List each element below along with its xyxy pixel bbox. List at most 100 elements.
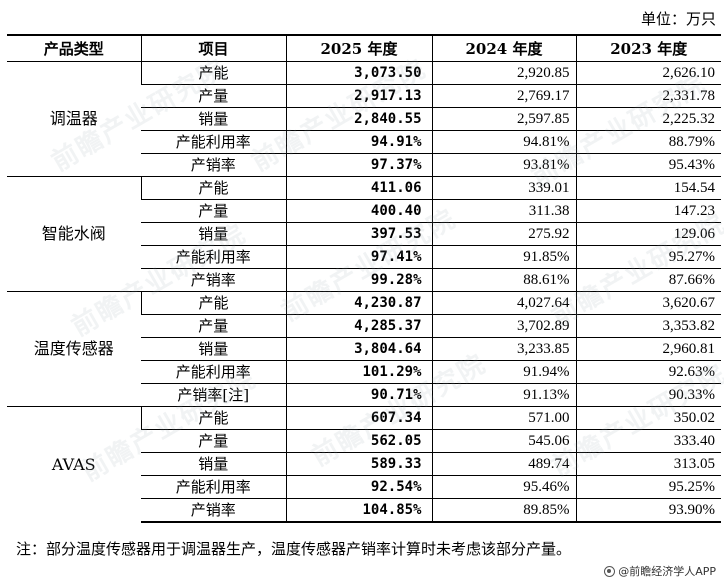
value-2025: 90.71% xyxy=(285,383,432,407)
product-category: AVAS xyxy=(7,406,141,522)
value-2025: 607.34 xyxy=(285,406,432,430)
row-item: 产能 xyxy=(140,406,286,430)
table-row: 销量 2,840.55 2,597.85 2,225.32 xyxy=(7,107,721,131)
product-category: 温度传感器 xyxy=(7,291,141,407)
row-item: 产销率 xyxy=(141,153,286,177)
capacity-table: 产品类型 项目 2025 年度 2024 年度 2023 年度 调温器 产能 3,0… xyxy=(7,34,721,523)
footer-text: @前瞻经济学人APP xyxy=(618,565,716,578)
value-2023: 129.06 xyxy=(575,222,721,246)
value-2025: 97.41% xyxy=(285,245,432,269)
row-item: 产能 xyxy=(140,61,286,85)
value-2024: 3,702.89 xyxy=(431,314,576,338)
unit-label: 单位：万只 xyxy=(640,10,716,28)
table-row: 产能利用率 94.91% 94.81% 88.79% xyxy=(7,130,721,154)
value-2024: 95.46% xyxy=(431,475,576,499)
row-item: 产量 xyxy=(141,84,286,108)
table-row: 产能利用率 101.29% 91.94% 92.63% xyxy=(7,360,721,384)
table-row: 温度传感器 产能 4,230.87 4,027.64 3,620.67 xyxy=(7,291,721,407)
value-2023: 154.54 xyxy=(575,176,721,200)
value-2023: 90.33% xyxy=(575,383,721,407)
value-2023: 95.43% xyxy=(575,153,721,177)
value-2023: 2,331.78 xyxy=(575,84,721,108)
row-item: 产能利用率 xyxy=(141,360,286,384)
row-item: 产量 xyxy=(141,199,286,223)
value-2023: 313.05 xyxy=(575,452,721,476)
value-2024: 339.01 xyxy=(431,176,576,200)
value-2024: 91.85% xyxy=(431,245,576,269)
table-row: 产销率 99.28% 88.61% 87.66% xyxy=(7,268,721,292)
value-2024: 489.74 xyxy=(431,452,576,476)
header-2024: 2024 年度 xyxy=(431,34,576,62)
footer-credit: @前瞻经济学人APP xyxy=(604,563,716,579)
value-2025: 4,285.37 xyxy=(285,314,432,338)
table-row: 销量 397.53 275.92 129.06 xyxy=(7,222,721,246)
value-2023: 87.66% xyxy=(575,268,721,292)
header-item: 项目 xyxy=(140,34,286,62)
row-item: 产能利用率 xyxy=(141,245,286,269)
value-2025: 400.40 xyxy=(285,199,432,223)
row-item: 销量 xyxy=(141,337,286,361)
value-2023: 2,960.81 xyxy=(575,337,721,361)
table-header-row: 产品类型 项目 2025 年度 2024 年度 2023 年度 xyxy=(7,34,721,62)
value-2024: 311.38 xyxy=(431,199,576,223)
value-2024: 91.13% xyxy=(431,383,576,407)
value-2024: 94.81% xyxy=(431,130,576,154)
header-2025: 2025 年度 xyxy=(285,34,432,62)
table-row: 产能利用率 97.41% 91.85% 95.27% xyxy=(7,245,721,269)
value-2025: 562.05 xyxy=(285,429,432,453)
value-2025: 397.53 xyxy=(285,222,432,246)
product-category: 智能水阀 xyxy=(7,176,141,292)
row-item: 产能 xyxy=(140,176,286,200)
value-2023: 2,225.32 xyxy=(575,107,721,131)
value-2025: 3,073.50 xyxy=(285,61,432,85)
row-item: 产量 xyxy=(141,429,286,453)
value-2024: 571.00 xyxy=(431,406,576,430)
value-2025: 101.29% xyxy=(285,360,432,384)
value-2025: 92.54% xyxy=(285,475,432,499)
value-2025: 2,840.55 xyxy=(285,107,432,131)
value-2023: 93.90% xyxy=(575,498,721,523)
table-row: 产量 562.05 545.06 333.40 xyxy=(7,429,721,453)
value-2023: 3,353.82 xyxy=(575,314,721,338)
row-item: 产能 xyxy=(140,291,286,315)
table-note: 注：部分温度传感器用于调温器生产，温度传感器产销率计算时未考虑该部分产量。 xyxy=(16,540,572,558)
value-2023: 3,620.67 xyxy=(575,291,721,315)
value-2024: 2,920.85 xyxy=(431,61,576,85)
row-item: 产销率 xyxy=(141,268,286,292)
header-2023: 2023 年度 xyxy=(575,34,721,62)
value-2024: 88.61% xyxy=(431,268,576,292)
table-row: 调温器 产能 3,073.50 2,920.85 2,626.10 xyxy=(7,61,721,177)
value-2025: 4,230.87 xyxy=(285,291,432,315)
value-2023: 2,626.10 xyxy=(575,61,721,85)
row-item: 产量 xyxy=(141,314,286,338)
table-row: 产量 2,917.13 2,769.17 2,331.78 xyxy=(7,84,721,108)
value-2023: 350.02 xyxy=(575,406,721,430)
table-row: 产量 400.40 311.38 147.23 xyxy=(7,199,721,223)
value-2024: 89.85% xyxy=(431,498,576,523)
value-2025: 99.28% xyxy=(285,268,432,292)
header-product-type: 产品类型 xyxy=(7,34,141,62)
product-category: 调温器 xyxy=(7,61,141,177)
table-row: 产量 4,285.37 3,702.89 3,353.82 xyxy=(7,314,721,338)
value-2025: 94.91% xyxy=(285,130,432,154)
value-2025: 3,804.64 xyxy=(285,337,432,361)
value-2024: 2,597.85 xyxy=(431,107,576,131)
value-2023: 95.27% xyxy=(575,245,721,269)
value-2024: 545.06 xyxy=(431,429,576,453)
row-item: 产能利用率 xyxy=(141,130,286,154)
table-row: 销量 3,804.64 3,233.85 2,960.81 xyxy=(7,337,721,361)
row-item: 销量 xyxy=(141,222,286,246)
value-2023: 95.25% xyxy=(575,475,721,499)
table-row: 销量 589.33 489.74 313.05 xyxy=(7,452,721,476)
table-row: AVAS 产能 607.34 571.00 350.02 xyxy=(7,406,721,522)
value-2024: 93.81% xyxy=(431,153,576,177)
value-2023: 88.79% xyxy=(575,130,721,154)
table-row: 产销率[注] 90.71% 91.13% 90.33% xyxy=(7,383,721,407)
value-2024: 2,769.17 xyxy=(431,84,576,108)
table-row: 产销率 104.85% 89.85% 93.90% xyxy=(7,498,721,523)
value-2024: 3,233.85 xyxy=(431,337,576,361)
value-2023: 147.23 xyxy=(575,199,721,223)
row-item: 产销率 xyxy=(141,498,286,523)
table-row: 智能水阀 产能 411.06 339.01 154.54 xyxy=(7,176,721,292)
row-item: 销量 xyxy=(141,452,286,476)
